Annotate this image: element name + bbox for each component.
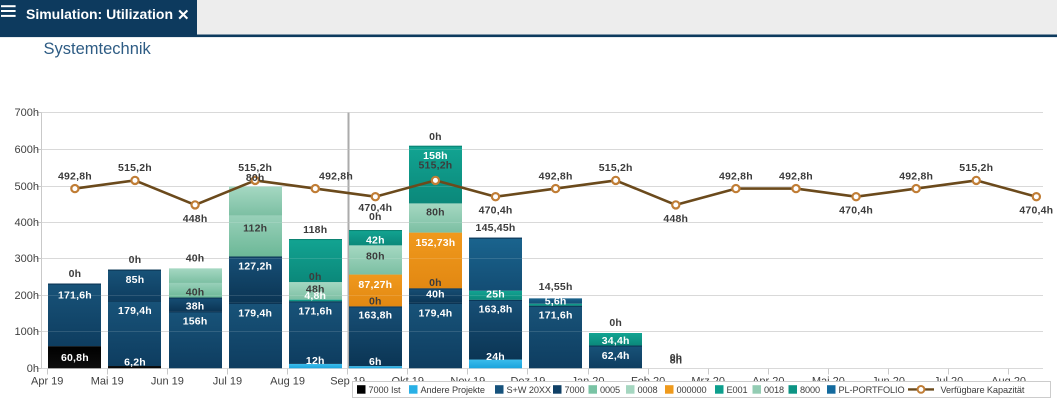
svg-text:179,4h: 179,4h <box>418 307 452 319</box>
svg-text:40h: 40h <box>186 253 205 265</box>
svg-text:200h: 200h <box>15 290 39 302</box>
svg-text:179,4h: 179,4h <box>118 305 152 317</box>
svg-text:448h: 448h <box>183 213 208 225</box>
svg-text:0h: 0h <box>369 296 382 308</box>
svg-text:163,8h: 163,8h <box>479 304 513 316</box>
svg-text:8000: 8000 <box>800 385 820 395</box>
svg-text:515,2h: 515,2h <box>238 162 272 174</box>
svg-text:156h: 156h <box>183 315 208 327</box>
svg-text:179,4h: 179,4h <box>238 307 272 319</box>
svg-text:6h: 6h <box>369 356 382 368</box>
svg-text:448h: 448h <box>663 213 688 225</box>
svg-text:0h: 0h <box>309 271 322 283</box>
svg-text:145,45h: 145,45h <box>476 222 516 234</box>
svg-text:492,8h: 492,8h <box>779 170 813 182</box>
svg-text:0h: 0h <box>429 131 442 143</box>
svg-text:100h: 100h <box>15 326 39 338</box>
svg-text:48h: 48h <box>306 284 325 296</box>
svg-text:492,8h: 492,8h <box>58 170 92 182</box>
svg-text:E001: E001 <box>727 385 748 395</box>
svg-text:515,2h: 515,2h <box>599 162 633 174</box>
svg-text:470,4h: 470,4h <box>479 205 513 217</box>
svg-text:700h: 700h <box>15 107 39 119</box>
svg-text:12h: 12h <box>306 355 325 367</box>
svg-text:492,8h: 492,8h <box>539 170 573 182</box>
svg-text:7000 Ist: 7000 Ist <box>369 385 401 395</box>
svg-text:0h: 0h <box>129 254 142 266</box>
svg-text:Mai 19: Mai 19 <box>91 375 124 387</box>
svg-text:0018: 0018 <box>764 385 784 395</box>
svg-text:0005: 0005 <box>600 385 620 395</box>
svg-text:515,2h: 515,2h <box>118 162 152 174</box>
svg-text:300h: 300h <box>15 253 39 265</box>
svg-text:7000: 7000 <box>565 385 585 395</box>
svg-text:000000: 000000 <box>677 385 707 395</box>
svg-text:171,6h: 171,6h <box>539 309 573 321</box>
svg-text:470,4h: 470,4h <box>358 202 392 214</box>
svg-text:600h: 600h <box>15 144 39 156</box>
svg-text:Jul 19: Jul 19 <box>213 375 242 387</box>
svg-text:0h: 0h <box>69 268 82 280</box>
svg-text:515,2h: 515,2h <box>418 159 452 171</box>
svg-text:Simulation: Utilization: Simulation: Utilization <box>26 6 173 22</box>
svg-text:80h: 80h <box>246 172 265 184</box>
svg-text:24h: 24h <box>486 351 505 363</box>
svg-text:152,73h: 152,73h <box>415 237 455 249</box>
svg-text:0h: 0h <box>670 352 682 364</box>
svg-text:Andere Projekte: Andere Projekte <box>421 385 485 395</box>
svg-text:40h: 40h <box>426 289 445 301</box>
svg-text:158h: 158h <box>423 150 448 162</box>
svg-text:163,8h: 163,8h <box>358 309 392 321</box>
svg-text:400h: 400h <box>15 217 39 229</box>
svg-text:127,2h: 127,2h <box>238 260 272 272</box>
svg-text:62,4h: 62,4h <box>602 350 630 362</box>
svg-text:500h: 500h <box>15 181 39 193</box>
svg-text:492,8h: 492,8h <box>719 170 753 182</box>
svg-text:40h: 40h <box>186 286 205 298</box>
svg-text:80h: 80h <box>366 250 385 262</box>
svg-text:6,2h: 6,2h <box>124 357 146 369</box>
svg-text:470,4h: 470,4h <box>1019 205 1053 217</box>
svg-text:34,4h: 34,4h <box>602 335 630 347</box>
svg-text:60,8h: 60,8h <box>61 352 89 364</box>
svg-text:492,8h: 492,8h <box>899 170 933 182</box>
svg-text:0h: 0h <box>609 317 622 329</box>
svg-text:5,6h: 5,6h <box>545 296 567 308</box>
svg-text:171,6h: 171,6h <box>298 305 332 317</box>
svg-text:PL-PORTFOLIO: PL-PORTFOLIO <box>839 385 905 395</box>
svg-text:112h: 112h <box>243 222 267 234</box>
svg-text:0h: 0h <box>27 363 39 375</box>
svg-text:25h: 25h <box>486 289 505 301</box>
svg-text:14,55h: 14,55h <box>539 281 573 293</box>
svg-text:42h: 42h <box>366 235 385 247</box>
svg-text:80h: 80h <box>426 206 445 218</box>
svg-text:0h: 0h <box>429 277 442 289</box>
svg-text:S+W 20XX: S+W 20XX <box>507 385 551 395</box>
svg-text:4,8h: 4,8h <box>304 290 326 302</box>
svg-text:38h: 38h <box>186 300 205 312</box>
svg-text:8h: 8h <box>670 355 682 367</box>
svg-text:470,4h: 470,4h <box>839 205 873 217</box>
svg-text:87,27h: 87,27h <box>358 279 392 291</box>
svg-text:Aug 19: Aug 19 <box>270 375 305 387</box>
svg-text:Apr 19: Apr 19 <box>31 375 63 387</box>
svg-text:0008: 0008 <box>638 385 658 395</box>
svg-text:✕: ✕ <box>177 7 190 24</box>
svg-text:85h: 85h <box>126 274 145 286</box>
svg-text:171,6h: 171,6h <box>58 289 92 301</box>
svg-text:Jun 19: Jun 19 <box>151 375 184 387</box>
svg-text:Systemtechnik: Systemtechnik <box>44 40 152 58</box>
svg-text:118h: 118h <box>303 224 327 236</box>
svg-text:492,8h: 492,8h <box>319 170 353 182</box>
svg-text:515,2h: 515,2h <box>959 162 993 174</box>
svg-text:Verfügbare Kapazität: Verfügbare Kapazität <box>941 385 1025 395</box>
svg-text:0h: 0h <box>369 211 382 223</box>
